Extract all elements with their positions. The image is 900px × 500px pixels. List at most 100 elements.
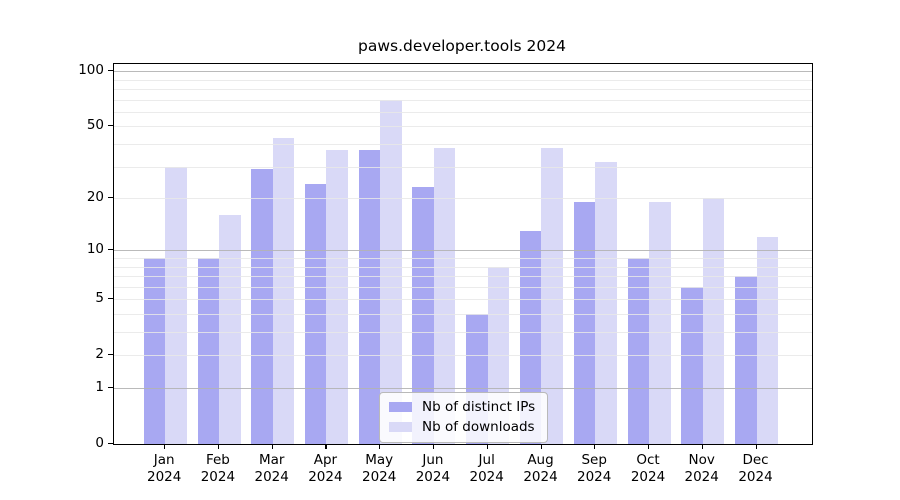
bar-downloads <box>380 99 402 444</box>
gridline-minor <box>114 166 812 168</box>
month-year: 2024 <box>469 469 504 485</box>
bar-distinct-ips <box>681 286 703 444</box>
y-tick-mark <box>108 124 113 127</box>
bar-downloads <box>756 236 778 444</box>
y-tick-label: 50 <box>86 117 104 134</box>
month-name: Jun <box>422 452 444 468</box>
x-tick-label: Dec 2024 <box>726 452 786 486</box>
x-tick-mark <box>486 444 488 449</box>
month-name: Aug <box>527 452 554 468</box>
gridline-minor <box>114 258 812 259</box>
x-tick-label: Nov 2024 <box>672 452 732 486</box>
y-tick-label: 5 <box>95 290 104 307</box>
month-name: Jan <box>153 452 175 468</box>
x-tick-mark <box>379 444 381 449</box>
plot-area: Nb of distinct IPs Nb of downloads <box>113 63 813 445</box>
month-year: 2024 <box>362 469 397 485</box>
gridline-minor <box>114 314 812 315</box>
gridline-minor <box>114 299 812 301</box>
x-tick-mark <box>432 444 435 449</box>
gridlines-layer <box>114 64 812 444</box>
x-tick-mark <box>164 444 166 449</box>
y-tick-mark <box>108 386 113 388</box>
month-year: 2024 <box>254 469 289 485</box>
month-year: 2024 <box>630 469 666 485</box>
month-name: Nov <box>688 452 715 468</box>
bar-downloads <box>433 148 456 444</box>
x-tick-label: Oct 2024 <box>618 452 678 486</box>
bar-distinct-ips <box>627 258 649 444</box>
x-tick-label: Jan 2024 <box>134 452 194 486</box>
gridline-minor <box>114 355 812 357</box>
bar-distinct-ips <box>358 150 381 444</box>
gridline-major <box>114 250 812 252</box>
y-tick-label: 2 <box>95 346 104 363</box>
month-year: 2024 <box>577 469 612 485</box>
legend-item-distinct-ips: Nb of distinct IPs <box>389 399 535 415</box>
gridline-minor <box>114 126 812 128</box>
bar-downloads <box>326 150 348 444</box>
x-tick-mark <box>271 444 273 449</box>
gridline-minor <box>114 266 812 268</box>
y-tick-label: 100 <box>78 62 104 79</box>
bar-distinct-ips <box>251 169 273 444</box>
month-year: 2024 <box>147 469 182 485</box>
x-tick-mark <box>540 444 542 449</box>
y-tick-mark <box>108 442 113 444</box>
gridline-minor <box>114 79 812 81</box>
y-tick-mark <box>108 353 113 355</box>
x-tick-label: Jul 2024 <box>457 452 517 486</box>
gridline-minor <box>114 198 812 200</box>
y-tick-mark <box>108 248 113 250</box>
chart-title: paws.developer.tools 2024 <box>358 37 566 55</box>
month-name: Mar <box>258 452 285 468</box>
bar-distinct-ips <box>519 230 542 444</box>
month-year: 2024 <box>684 469 719 485</box>
bar-downloads <box>272 138 295 444</box>
gridline-minor <box>114 332 812 333</box>
x-tick-label: Feb 2024 <box>188 452 248 486</box>
gridline-minor <box>114 99 812 101</box>
month-year: 2024 <box>415 469 451 485</box>
x-tick-mark <box>594 444 596 449</box>
gridline-minor <box>114 276 812 277</box>
bar-distinct-ips <box>197 258 219 444</box>
month-name: Apr <box>313 452 338 468</box>
legend-swatch-distinct-ips <box>389 402 412 412</box>
bar-distinct-ips <box>573 202 596 444</box>
legend-swatch-downloads <box>389 422 412 432</box>
bar-distinct-ips <box>735 276 757 444</box>
y-tick-mark <box>108 69 113 71</box>
y-tick-mark <box>108 196 113 198</box>
month-year: 2024 <box>738 469 773 485</box>
x-tick-mark <box>701 444 703 449</box>
y-tick-label: 10 <box>86 241 104 258</box>
y-tick-label: 1 <box>95 379 104 395</box>
x-tick-mark <box>648 444 650 449</box>
gridline-minor <box>114 89 812 90</box>
x-tick-mark <box>325 444 327 449</box>
bar-downloads <box>219 215 241 444</box>
y-tick-label: 0 <box>95 435 104 451</box>
y-tick-mark <box>108 297 113 299</box>
month-year: 2024 <box>308 469 343 485</box>
x-tick-mark <box>755 444 757 449</box>
gridline-major <box>114 388 812 389</box>
x-tick-label: Sep 2024 <box>564 452 624 486</box>
bar-distinct-ips <box>412 187 434 444</box>
legend-label-downloads: Nb of downloads <box>422 419 535 435</box>
bar-distinct-ips <box>143 258 166 444</box>
x-tick-label: May 2024 <box>349 452 409 486</box>
bar-downloads <box>541 148 563 444</box>
legend: Nb of distinct IPs Nb of downloads <box>379 392 549 443</box>
bar-downloads <box>595 161 617 444</box>
gridline-major <box>114 71 812 73</box>
x-tick-label: Jun 2024 <box>403 452 463 486</box>
x-tick-label: Aug 2024 <box>511 452 571 486</box>
bar-downloads <box>702 198 725 444</box>
month-name: Dec <box>742 452 769 468</box>
bar-downloads <box>649 202 671 444</box>
gridline-minor <box>114 286 812 288</box>
legend-label-distinct-ips: Nb of distinct IPs <box>422 399 536 415</box>
